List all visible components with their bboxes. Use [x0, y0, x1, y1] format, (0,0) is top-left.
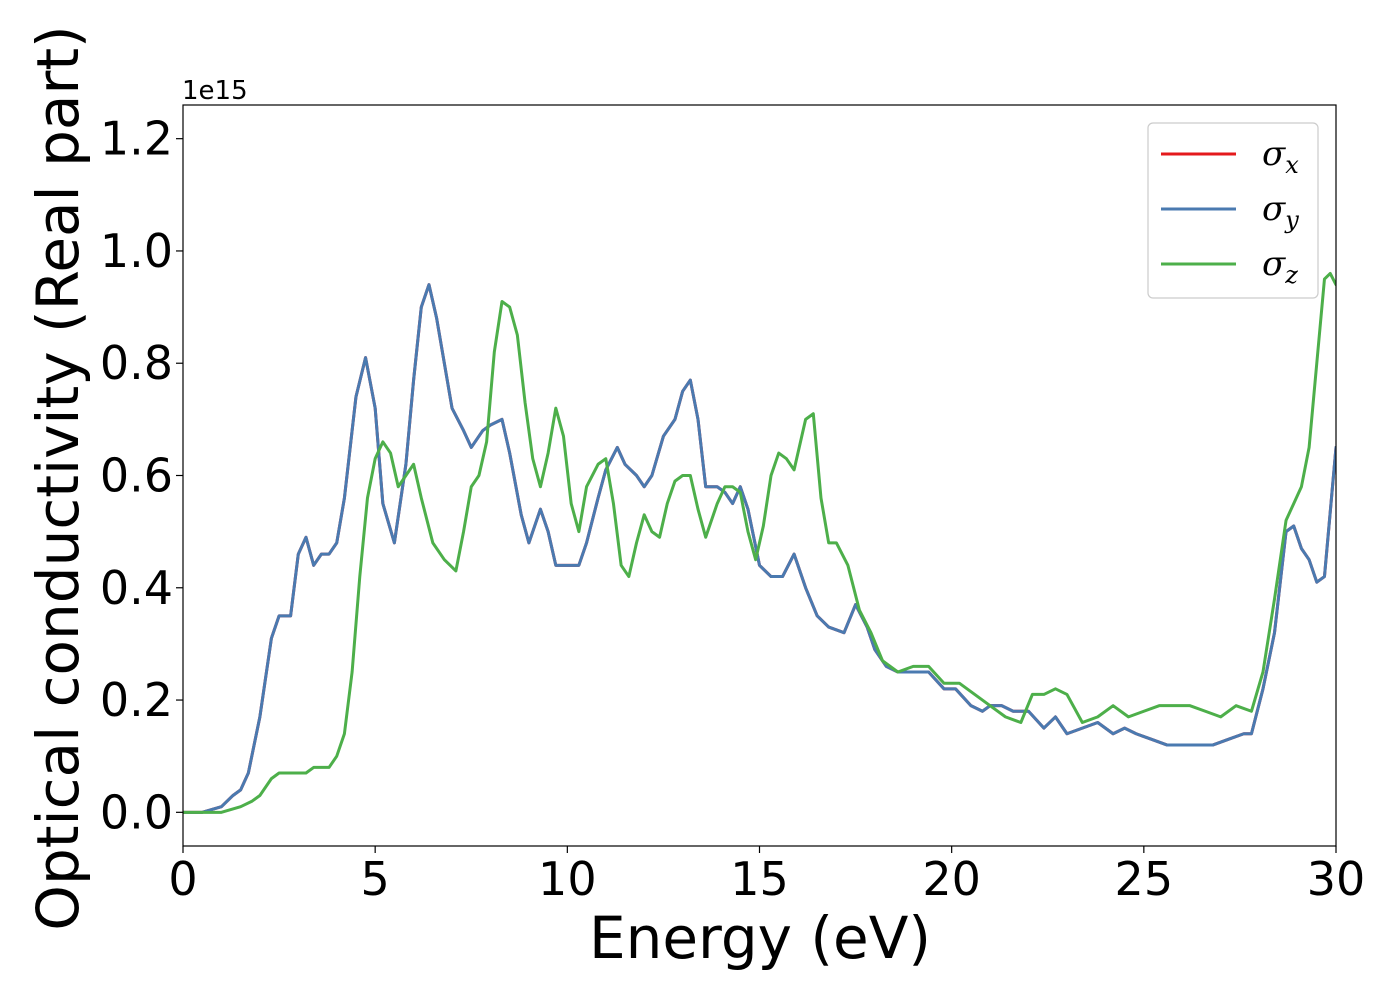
x-tick-label: 10: [538, 852, 597, 906]
y-tick-label: 0.8: [100, 336, 173, 390]
x-tick-label: 5: [361, 852, 390, 906]
y-scale-offset-label: 1e15: [182, 76, 248, 106]
y-tick-label: 0.2: [100, 673, 173, 727]
legend-label-x: σx: [1262, 134, 1299, 179]
x-tick-label: 15: [730, 852, 789, 906]
legend-label-subscript: y: [1284, 206, 1299, 234]
y-tick-label: 0.4: [100, 561, 173, 615]
legend-label-z: σz: [1262, 244, 1298, 289]
y-axis-title: Optical conductivity (Real part): [24, 25, 92, 930]
y-tick-label: 0.0: [100, 785, 173, 839]
legend-label-subscript: x: [1285, 151, 1299, 179]
y-tick-label: 0.6: [100, 449, 173, 503]
series-layer: [183, 271, 1336, 814]
plot-area: [183, 105, 1336, 846]
legend-label-symbol: σ: [1262, 244, 1286, 284]
legend-label-subscript: z: [1284, 261, 1298, 289]
legend-label-symbol: σ: [1262, 189, 1286, 229]
series-line-z: [183, 271, 1336, 814]
axes-layer: 0 5 10 15 20 25 30 0.0 0.2 0.4 0.6 0.8 1.0 1.2: [100, 104, 1366, 906]
x-axis-title: Energy (eV): [589, 904, 931, 972]
x-tick-label: 30: [1307, 852, 1366, 906]
y-tick-label: 1.0: [100, 224, 173, 278]
x-tick-label: 20: [922, 852, 981, 906]
legend-label-y: σy: [1262, 189, 1299, 234]
plot-background: [183, 105, 1336, 846]
x-tick-label: 0: [168, 852, 197, 906]
series-line-y: [183, 283, 1336, 814]
legend-label-symbol: σ: [1262, 134, 1286, 174]
x-tick-label: 25: [1115, 852, 1174, 906]
y-tick-label: 1.2: [100, 112, 173, 166]
